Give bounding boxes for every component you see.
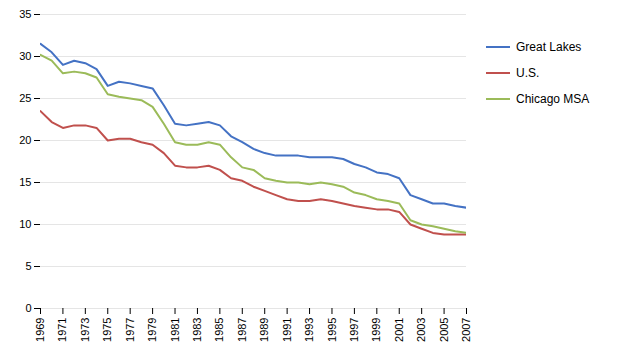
html-text:Great Lakes: Great Lakes bbox=[516, 40, 582, 54]
svg-text:2005: 2005 bbox=[438, 318, 450, 342]
svg-text:1995: 1995 bbox=[325, 318, 337, 342]
svg-text:1985: 1985 bbox=[213, 318, 225, 342]
svg-text:1975: 1975 bbox=[101, 318, 113, 342]
svg-text:0: 0 bbox=[25, 302, 31, 314]
svg-text:1973: 1973 bbox=[79, 318, 91, 342]
svg-text:1971: 1971 bbox=[56, 318, 68, 342]
svg-text:2007: 2007 bbox=[460, 318, 472, 342]
svg-text:35: 35 bbox=[19, 8, 31, 20]
svg-text:1987: 1987 bbox=[236, 318, 248, 342]
svg-text:25: 25 bbox=[19, 92, 31, 104]
html-text:Chicago MSA: Chicago MSA bbox=[516, 92, 590, 106]
svg-text:1997: 1997 bbox=[348, 318, 360, 342]
svg-text:2003: 2003 bbox=[415, 318, 427, 342]
svg-text:1979: 1979 bbox=[146, 318, 158, 342]
svg-text:20: 20 bbox=[19, 134, 31, 146]
html-text:U.S.: U.S. bbox=[516, 66, 540, 80]
svg-text:1969: 1969 bbox=[34, 318, 46, 342]
svg-text:1983: 1983 bbox=[191, 318, 203, 342]
svg-text:1981: 1981 bbox=[169, 318, 181, 342]
svg-text:1999: 1999 bbox=[370, 318, 382, 342]
svg-text:1977: 1977 bbox=[124, 318, 136, 342]
svg-text:1993: 1993 bbox=[303, 318, 315, 342]
svg-text:1991: 1991 bbox=[281, 318, 293, 342]
svg-text:15: 15 bbox=[19, 176, 31, 188]
svg-text:1989: 1989 bbox=[258, 318, 270, 342]
svg-text:10: 10 bbox=[19, 218, 31, 230]
svg-text:2001: 2001 bbox=[393, 318, 405, 342]
svg-text:5: 5 bbox=[25, 260, 31, 272]
svg-text:30: 30 bbox=[19, 50, 31, 62]
